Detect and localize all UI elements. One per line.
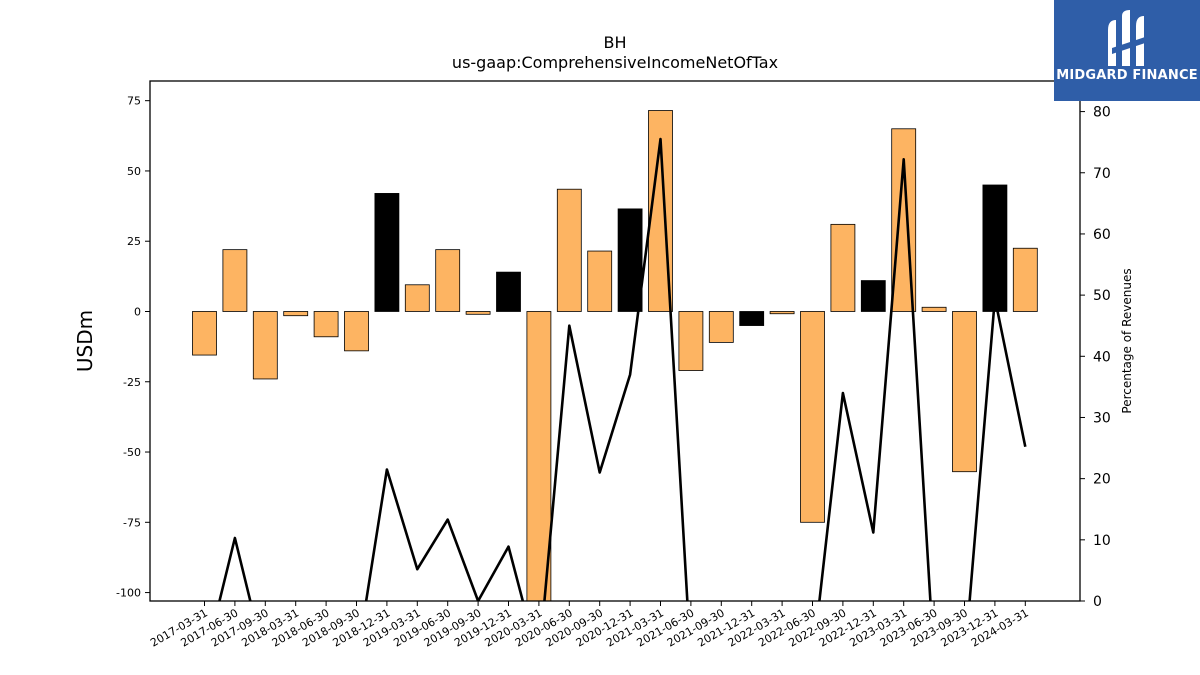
- y-tick-label-right: 70: [1093, 166, 1111, 182]
- y-tick-label-right: 0: [1093, 594, 1102, 610]
- chart-subtitle: us-gaap:ComprehensiveIncomeNetOfTax: [452, 53, 778, 72]
- bar-2017-06-30: [222, 249, 248, 312]
- y-tick-label-right: 60: [1093, 227, 1111, 243]
- chart-title: BH: [603, 33, 626, 52]
- bar-2020-03-31: [526, 311, 552, 601]
- midgard-finance-logo: MIDGARD FINANCE: [1054, 0, 1200, 101]
- y-tick-label-right: 10: [1093, 533, 1111, 549]
- y-tick-label-left: -75: [123, 516, 141, 529]
- bar-2018-06-30: [313, 311, 339, 338]
- plot-frame: [149, 80, 1081, 602]
- bar-2017-03-31: [192, 311, 217, 356]
- bar-2022-06-30: [800, 311, 825, 523]
- bar-2022-09-30: [830, 223, 856, 312]
- y-tick-label-right: 30: [1093, 410, 1111, 426]
- bar-2022-03-31: [769, 311, 795, 315]
- y-tick-label-right: 20: [1093, 472, 1111, 488]
- bar-2017-09-30: [252, 311, 278, 380]
- bar-2019-06-30: [435, 249, 461, 312]
- bar-2018-12-31: [374, 193, 400, 312]
- bar-2019-09-30: [465, 311, 491, 315]
- midgard-logo-icon: [1108, 10, 1148, 66]
- bar-2018-09-30: [344, 311, 369, 352]
- bar-2024-03-31: [1012, 247, 1038, 312]
- y-tick-label-left: 0: [134, 305, 141, 318]
- bar-2021-12-31: [739, 311, 765, 326]
- bar-2021-06-30: [678, 311, 704, 371]
- bar-2023-12-31: [982, 184, 1008, 312]
- y-tick-label-left: 75: [127, 95, 141, 108]
- y-tick-label-left: -100: [116, 587, 141, 600]
- bar-2020-12-31: [617, 208, 643, 312]
- y-tick-label-right: 40: [1093, 349, 1111, 365]
- y-tick-label-left: 25: [127, 235, 141, 248]
- percentage-line: [218, 137, 1027, 601]
- bar-2018-03-31: [283, 311, 309, 317]
- y-tick-label-right: 50: [1093, 288, 1111, 304]
- line-series: [218, 137, 1027, 601]
- y-tick-label-left: -50: [123, 446, 141, 459]
- bar-2023-09-30: [952, 311, 977, 473]
- bar-2020-06-30: [556, 188, 582, 312]
- y-tick-label-left: 50: [127, 165, 141, 178]
- y-tick-label-right: 80: [1093, 105, 1111, 121]
- bar-series: [192, 110, 1038, 601]
- bar-2020-09-30: [587, 250, 613, 312]
- bar-2023-06-30: [921, 306, 947, 312]
- bar-2022-12-31: [860, 280, 886, 312]
- logo-text: MIDGARD FINANCE: [1056, 68, 1198, 83]
- y-axis-label-right: Percentage of Revenues: [1120, 268, 1134, 413]
- bar-2021-09-30: [708, 311, 734, 343]
- bar-2019-03-31: [404, 284, 430, 312]
- bar-2019-12-31: [496, 271, 521, 312]
- y-axis-label-left: USDm: [73, 310, 97, 372]
- y-tick-label-left: -25: [123, 376, 141, 389]
